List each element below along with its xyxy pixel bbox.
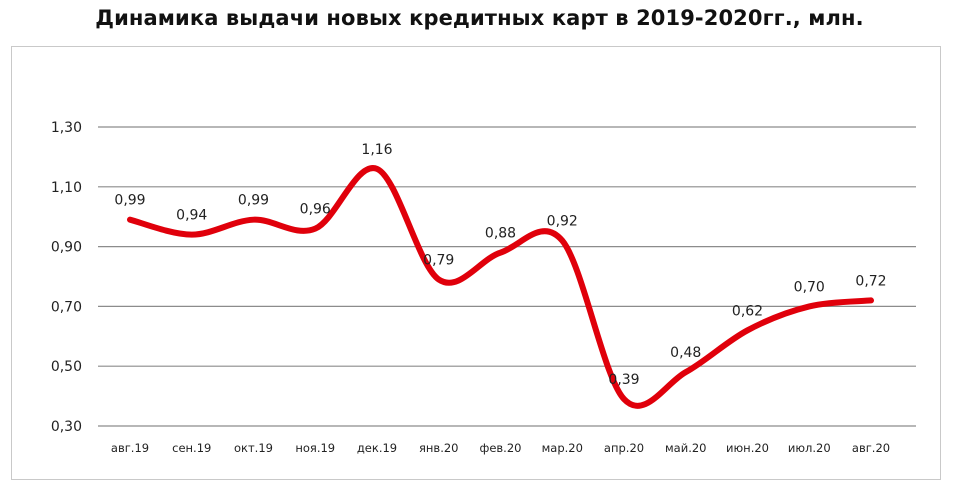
x-axis-ticks: авг.19 сен.19 окт.19 ноя.19 дек.19 янв.20 фев.…: [111, 441, 890, 455]
chart-title: Динамика выдачи новых кредитных карт в 2…: [95, 6, 864, 30]
x-tick-label: фев.20: [480, 441, 522, 455]
y-tick-label: 1,30: [51, 120, 82, 136]
x-tick-label: ноя.19: [295, 441, 335, 455]
y-tick-label: 0,90: [51, 240, 82, 256]
gridlines: [98, 126, 916, 427]
data-label: 0,70: [794, 279, 825, 295]
x-tick-label: июл.20: [788, 441, 831, 455]
y-tick-label: 1,10: [51, 180, 82, 196]
x-tick-label: июн.20: [726, 441, 769, 455]
data-label: 0,88: [485, 226, 516, 242]
data-label: 0,48: [670, 345, 701, 361]
data-label: 0,99: [114, 193, 145, 209]
data-label: 0,99: [238, 193, 269, 209]
y-tick-label: 0,30: [51, 419, 82, 435]
chart-frame: [11, 46, 941, 480]
x-tick-label: мар.20: [542, 441, 583, 455]
x-tick-label: сен.19: [172, 441, 211, 455]
y-tick-label: 0,70: [51, 299, 82, 315]
data-labels: 0,99 0,94 0,99 0,96 1,16 0,79 0,88 0,92 0,39 0,48…: [114, 142, 886, 388]
data-label: 0,94: [176, 208, 207, 224]
series-line-layer: [127, 165, 874, 409]
x-tick-label: апр.20: [604, 441, 644, 455]
x-tick-label: янв.20: [419, 441, 459, 455]
x-tick-label: дек.19: [357, 441, 397, 455]
data-label: 0,62: [732, 303, 763, 319]
x-tick-label: авг.20: [852, 441, 890, 455]
x-tick-label: май.20: [665, 441, 707, 455]
data-label: 1,16: [361, 142, 392, 158]
data-label: 0,79: [423, 252, 454, 268]
series-line: [127, 165, 874, 409]
x-tick-label: авг.19: [111, 441, 149, 455]
data-label: 0,72: [855, 273, 886, 289]
x-tick-label: окт.19: [234, 441, 273, 455]
data-label: 0,92: [547, 214, 578, 230]
y-axis-ticks: 0,30 0,50 0,70 0,90 1,10 1,30: [51, 120, 82, 435]
data-label: 0,96: [300, 202, 331, 218]
y-tick-label: 0,50: [51, 359, 82, 375]
data-label: 0,39: [608, 372, 639, 388]
